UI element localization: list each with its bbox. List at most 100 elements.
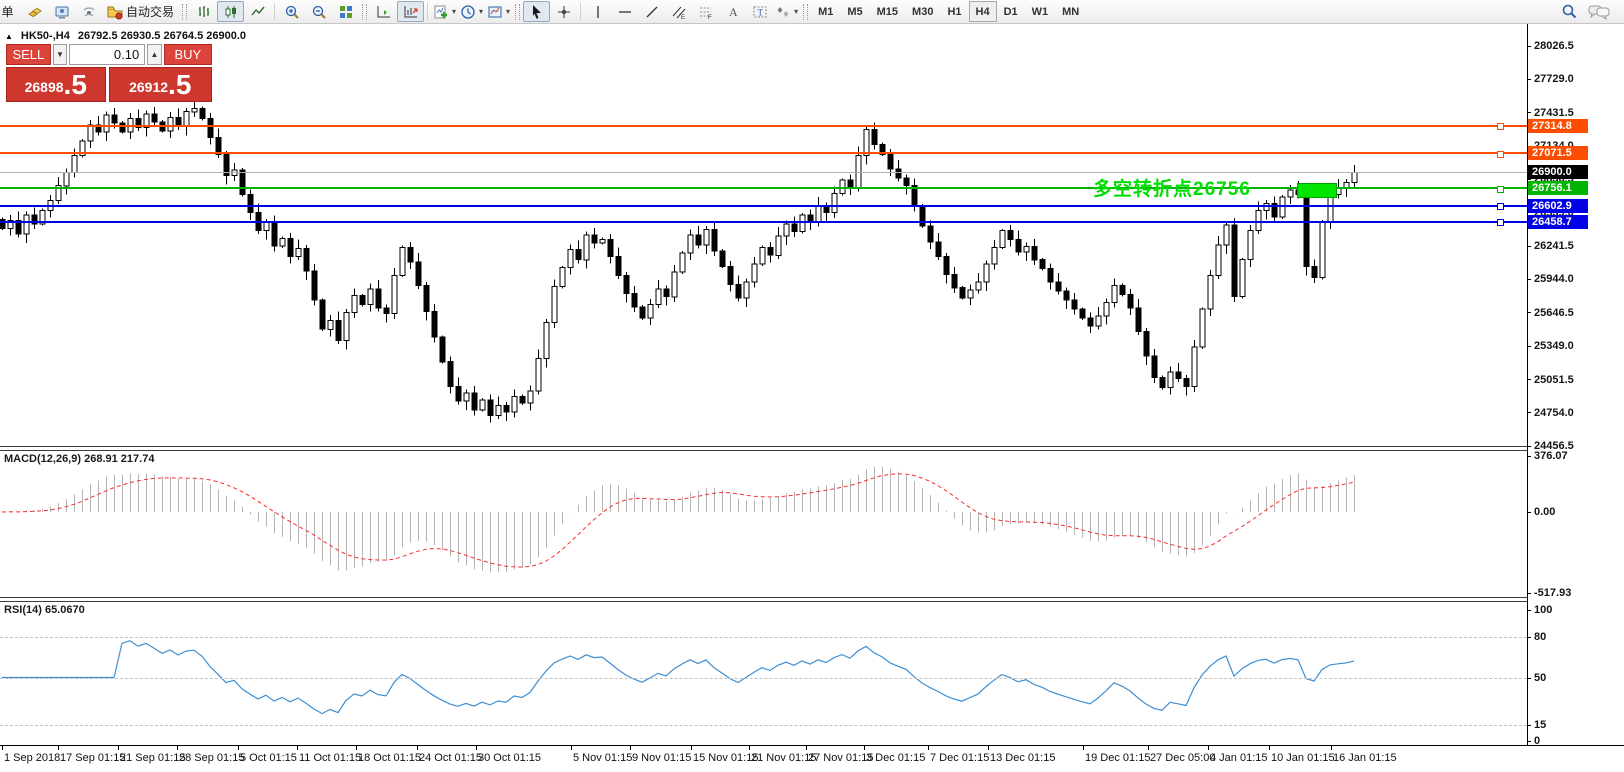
axis-tick xyxy=(1528,740,1531,742)
bar-chart-style-button[interactable] xyxy=(190,1,217,22)
collapse-pane-icon[interactable]: ▲ xyxy=(5,31,13,41)
toolbar-grip[interactable] xyxy=(803,3,809,20)
price-level-line[interactable] xyxy=(0,152,1527,155)
pane-splitter[interactable] xyxy=(0,446,1527,451)
trendline-tool-button[interactable] xyxy=(638,1,665,22)
axis-tick xyxy=(1528,312,1531,314)
price-level-line[interactable] xyxy=(0,220,1527,223)
time-tick xyxy=(297,746,298,750)
indicators-button[interactable]: ▾ xyxy=(431,1,458,22)
signal-icon[interactable] xyxy=(75,1,102,22)
vertical-line-tool-button[interactable] xyxy=(584,1,611,22)
axis-tick xyxy=(1528,345,1531,347)
pane-splitter[interactable] xyxy=(0,597,1527,602)
timeframe-H1[interactable]: H1 xyxy=(947,5,962,18)
price-axis-label: 25349.0 xyxy=(1534,340,1574,353)
time-axis-label: 28 Sep 01:15 xyxy=(179,752,245,764)
channel-tool-button[interactable]: E xyxy=(665,1,692,22)
axis-tick xyxy=(1528,212,1531,214)
price-level-line[interactable] xyxy=(0,124,1527,127)
time-axis-label: 5 Oct 01:15 xyxy=(240,752,297,764)
zoom-out-button[interactable] xyxy=(305,1,332,22)
timeframe-M1[interactable]: M1 xyxy=(818,5,834,18)
line-handle[interactable] xyxy=(1497,219,1504,227)
line-handle[interactable] xyxy=(1497,203,1504,211)
volume-increase-button[interactable]: ▲ xyxy=(147,44,162,65)
price-axis-label: 26241.5 xyxy=(1534,240,1574,253)
time-tick xyxy=(1331,746,1332,750)
candlestick-style-button[interactable] xyxy=(217,1,245,22)
time-tick xyxy=(2,746,3,750)
timeframe-MN[interactable]: MN xyxy=(1062,5,1080,18)
line-handle[interactable] xyxy=(1497,150,1504,158)
price-level-line[interactable] xyxy=(0,204,1527,207)
time-axis-label: 7 Dec 01:15 xyxy=(930,752,990,764)
rsi-axis-label: 80 xyxy=(1534,631,1547,643)
line-chart-style-button[interactable] xyxy=(244,1,271,22)
timeframe-W1[interactable]: W1 xyxy=(1031,5,1049,18)
macd-pane[interactable]: MACD(12,26,9) 268.91 217.74 xyxy=(0,450,1527,597)
time-axis-label: 9 Nov 01:15 xyxy=(632,752,692,764)
text-tool-button[interactable]: A xyxy=(719,1,746,22)
volume-decrease-button[interactable]: ▼ xyxy=(52,44,68,65)
auto-scroll-button[interactable] xyxy=(370,1,397,22)
zoom-in-button[interactable] xyxy=(278,1,305,22)
crosshair-tool-button[interactable] xyxy=(550,1,577,22)
time-tick xyxy=(356,746,357,750)
buy-button[interactable]: BUY xyxy=(163,44,212,65)
deposit-icon[interactable] xyxy=(21,1,48,22)
time-tick xyxy=(476,746,477,750)
sell-price-display[interactable]: 26898.5 xyxy=(6,67,106,102)
text-label-tool-button[interactable]: T xyxy=(746,1,773,22)
templates-button[interactable]: ▾ xyxy=(485,1,512,22)
timeframe-M15[interactable]: M15 xyxy=(876,5,899,18)
line-handle[interactable] xyxy=(1497,123,1504,131)
time-axis-label: 1 Sep 2018 xyxy=(4,752,61,764)
axis-tick xyxy=(1528,112,1531,114)
chart-shift-button[interactable] xyxy=(397,1,425,22)
svg-text:E: E xyxy=(681,15,685,20)
price-level-line[interactable] xyxy=(0,187,1527,190)
highlight-rectangle[interactable] xyxy=(1297,183,1337,198)
axis-tick xyxy=(1528,178,1531,180)
timeframe-M5[interactable]: M5 xyxy=(847,5,863,18)
new-order-label: 单 xyxy=(1,5,14,19)
time-axis-label: 27 Dec 05:00 xyxy=(1150,752,1216,764)
volume-input[interactable] xyxy=(69,44,146,65)
line-handle[interactable] xyxy=(1497,185,1504,193)
rsi-axis-label: 50 xyxy=(1534,672,1547,684)
macd-axis-label: 0.00 xyxy=(1534,506,1556,518)
community-chat-icon[interactable] xyxy=(1588,4,1610,20)
fibonacci-tool-button[interactable]: F xyxy=(692,1,719,22)
toolbar-grip[interactable] xyxy=(362,3,368,20)
pivot-annotation-text[interactable]: 多空转折点26756 xyxy=(1093,179,1251,200)
symbol-label: HK50-,H4 xyxy=(20,30,70,42)
time-axis-label: 16 Jan 01:15 xyxy=(1333,752,1397,764)
svg-text:F: F xyxy=(708,15,712,20)
cursor-tool-button[interactable] xyxy=(523,1,551,22)
chevron-down-icon: ▾ xyxy=(794,6,799,16)
arrows-tool-button[interactable]: ▾ xyxy=(773,1,800,22)
terminal-icon[interactable] xyxy=(48,1,75,22)
sell-price-main: 26898 xyxy=(24,79,64,95)
toolbar-grip[interactable] xyxy=(515,3,521,20)
time-tick xyxy=(864,746,865,750)
buy-price-display[interactable]: 26912.5 xyxy=(108,67,212,102)
timeframe-D1[interactable]: D1 xyxy=(1003,5,1018,18)
search-icon[interactable] xyxy=(1561,3,1578,20)
timeframe-M30[interactable]: M30 xyxy=(912,5,934,18)
new-order-button[interactable]: 单 xyxy=(0,1,21,22)
time-tick xyxy=(1269,746,1270,750)
rsi-level-line xyxy=(0,724,1527,726)
periods-button[interactable]: ▾ xyxy=(458,1,485,22)
rsi-pane[interactable]: RSI(14) 65.0670 xyxy=(0,601,1527,745)
sell-button[interactable]: SELL xyxy=(6,44,51,65)
autotrade-button[interactable]: 自动交易 xyxy=(102,1,179,22)
tile-windows-button[interactable] xyxy=(332,1,359,22)
price-pane[interactable]: 多空转折点26756 ▲ HK50-,H4 26792.5 26930.5 26… xyxy=(0,24,1527,446)
current-price-line xyxy=(0,172,1527,174)
toolbar-grip[interactable] xyxy=(182,3,188,20)
timeframe-H4[interactable]: H4 xyxy=(968,1,997,22)
price-axis-label: 28026.5 xyxy=(1534,40,1574,52)
horizontal-line-tool-button[interactable] xyxy=(611,1,638,22)
